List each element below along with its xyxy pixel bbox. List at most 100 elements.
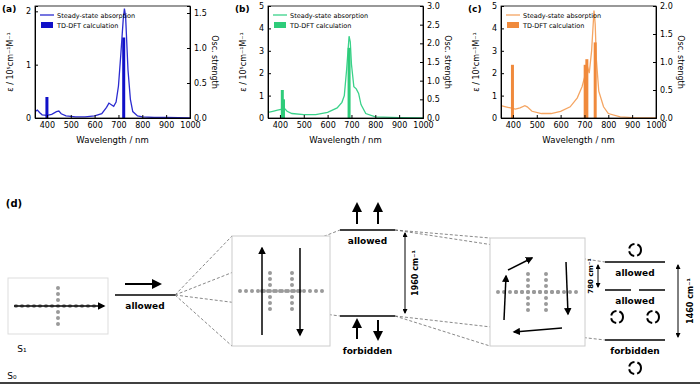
tick: 600 xyxy=(553,115,568,130)
tick: 500 xyxy=(297,115,312,130)
line xyxy=(35,9,190,118)
atom xyxy=(56,292,60,296)
tick-mark xyxy=(142,115,143,118)
atom xyxy=(308,289,312,293)
tick-label: 2 xyxy=(259,69,264,78)
y2-axis-title: Osc. strength xyxy=(443,35,452,89)
tick-label: 3.0 xyxy=(427,2,440,11)
tick-label: 1.0 xyxy=(660,58,673,67)
splitting-label: 780 cm⁻¹ xyxy=(587,258,595,293)
splitting-label: 1460 cm⁻¹ xyxy=(686,278,695,324)
dipole-arrow xyxy=(125,283,160,285)
state-label: S₁ xyxy=(17,344,27,354)
atom xyxy=(544,302,548,306)
tick-mark xyxy=(304,115,305,118)
tick-mark xyxy=(653,6,656,7)
tick-mark xyxy=(501,96,504,97)
tetramer-level xyxy=(639,289,665,291)
tick: 0.5 xyxy=(187,79,207,88)
atom xyxy=(520,290,524,294)
tick-label: 1.0 xyxy=(194,44,207,53)
tick-label: 500 xyxy=(64,121,79,130)
tick-mark xyxy=(501,28,504,29)
bar xyxy=(594,42,597,118)
atom xyxy=(290,289,294,293)
atom xyxy=(238,289,242,293)
atom xyxy=(526,278,530,282)
atom xyxy=(266,289,270,293)
tick-label: 5 xyxy=(259,2,264,11)
atom xyxy=(574,290,578,294)
monomer-level xyxy=(115,294,175,296)
rotation-icon xyxy=(611,311,623,323)
tetramer-level xyxy=(605,289,631,291)
tick: 1 xyxy=(492,92,504,101)
atom xyxy=(568,290,572,294)
tick: 700 xyxy=(577,115,592,130)
tick-label: 2 xyxy=(26,7,31,16)
tick-label: 800 xyxy=(368,121,383,130)
tick-label: 600 xyxy=(320,121,335,130)
tick: 3 xyxy=(259,47,271,56)
tick-label: 900 xyxy=(625,121,640,130)
tick-label: 1.5 xyxy=(427,58,440,67)
splitting-arrow xyxy=(405,233,406,313)
tick: 0 xyxy=(26,114,38,123)
tick: 1.0 xyxy=(420,77,440,86)
rotation-icon xyxy=(629,244,641,256)
atom xyxy=(544,308,548,312)
tick-label: 1.5 xyxy=(660,30,673,39)
tick-mark xyxy=(280,115,281,118)
tick: 0.0 xyxy=(653,114,673,123)
legend-label: Steady-state absorption xyxy=(523,12,601,20)
atom xyxy=(290,277,294,281)
tick-label: 0.5 xyxy=(427,95,440,104)
rotation-icon xyxy=(647,311,659,323)
tick: 500 xyxy=(530,115,545,130)
tick-label: 500 xyxy=(530,121,545,130)
tick: 5 xyxy=(492,2,504,11)
atom xyxy=(56,316,60,320)
axis-line xyxy=(269,115,424,119)
panel-label: (a) xyxy=(2,4,16,14)
atom xyxy=(556,290,560,294)
tick: 5 xyxy=(259,2,271,11)
tick-label: 2.5 xyxy=(427,21,440,30)
bar xyxy=(348,48,351,118)
tick-mark xyxy=(47,115,48,118)
axis-line xyxy=(269,7,272,119)
x-axis-title: Wavelength / nm xyxy=(309,135,381,145)
chart-panel: 40050060070080090010000123450.00.51.01.5… xyxy=(468,2,685,145)
tetramer-level xyxy=(605,261,665,263)
atom xyxy=(250,289,254,293)
tick-mark xyxy=(420,118,423,119)
dipole-arrow xyxy=(566,262,568,314)
bar xyxy=(585,59,588,118)
tick-label: 700 xyxy=(111,121,126,130)
legend-label: Steady-state absorption xyxy=(57,12,135,20)
tick-mark xyxy=(187,48,190,49)
bar xyxy=(122,38,125,119)
tick: 2 xyxy=(26,7,38,16)
tick-label: 400 xyxy=(40,121,55,130)
connector xyxy=(395,230,490,238)
atom xyxy=(544,272,548,276)
atom xyxy=(544,296,548,300)
tick-mark xyxy=(268,6,271,7)
atom xyxy=(538,290,542,294)
dipole-arrow xyxy=(356,320,358,339)
axis: 0.00.51.01.5 xyxy=(187,7,207,124)
atom xyxy=(56,322,60,326)
tick-mark xyxy=(35,11,38,12)
tick-label: 0 xyxy=(492,114,497,123)
atom xyxy=(550,290,554,294)
plot-marks xyxy=(501,10,656,118)
tick: 0 xyxy=(259,114,271,123)
legend-swatch xyxy=(507,22,519,28)
state-label: S₀ xyxy=(7,371,17,381)
line xyxy=(501,10,656,118)
tick-mark xyxy=(501,118,504,119)
rotation-icon xyxy=(629,362,641,374)
connector xyxy=(175,295,232,346)
tick-label: 5 xyxy=(492,2,497,11)
